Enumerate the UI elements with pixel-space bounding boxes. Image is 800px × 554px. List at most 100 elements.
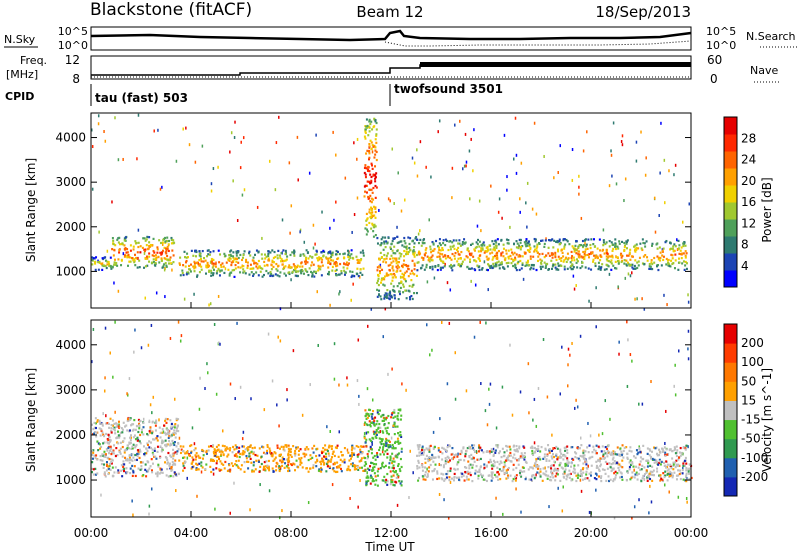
power-echo-mark xyxy=(581,261,584,264)
velocity-echo-mark xyxy=(375,428,378,432)
velocity-echo-mark xyxy=(421,466,424,469)
power-echo-mark xyxy=(369,173,372,176)
velocity-echo-mark xyxy=(201,448,204,452)
power-echo-mark xyxy=(497,260,500,263)
velocity-echo-mark xyxy=(170,434,173,437)
power-echo-mark xyxy=(296,265,299,269)
power-echo-mark xyxy=(239,266,242,269)
power-echo-mark xyxy=(201,249,204,253)
power-echo-mark xyxy=(413,273,416,276)
power-scatter-mark xyxy=(243,188,246,192)
velocity-echo-mark xyxy=(229,470,232,473)
power-echo-mark xyxy=(101,268,104,271)
velocity-echo-mark xyxy=(325,455,328,458)
power-echo-mark xyxy=(248,250,251,253)
velocity-echo-mark xyxy=(456,463,459,466)
power-echo-mark xyxy=(405,270,408,273)
velocity-echo-mark xyxy=(101,453,104,456)
power-echo-mark xyxy=(681,262,684,265)
velocity-echo-mark xyxy=(130,458,133,462)
velocity-echo-mark xyxy=(229,468,232,471)
velocity-echo-mark xyxy=(649,457,652,460)
velocity-echo-mark xyxy=(320,460,323,463)
power-echo-mark xyxy=(594,255,597,259)
velocity-echo-mark xyxy=(454,468,457,471)
velocity-echo-mark xyxy=(532,453,535,457)
power-echo-mark xyxy=(634,259,637,262)
power-echo-mark xyxy=(439,258,442,261)
velocity-echo-mark xyxy=(523,455,526,458)
power-scatter-mark xyxy=(676,238,678,242)
velocity-echo-mark xyxy=(253,446,256,449)
velocity-echo-mark xyxy=(369,425,372,428)
power-echo-mark xyxy=(655,265,658,268)
velocity-echo-mark xyxy=(682,462,685,465)
power-scatter-mark xyxy=(353,213,356,217)
velocity-echo-mark xyxy=(166,458,169,462)
velocity-echo-mark xyxy=(418,454,421,457)
velocity-echo-mark xyxy=(666,463,669,466)
velocity-echo-mark xyxy=(96,440,99,443)
velocity-echo-mark xyxy=(378,409,381,412)
power-scatter-mark xyxy=(688,202,691,206)
velocity-echo-mark xyxy=(266,465,269,469)
velocity-echo-mark xyxy=(366,467,369,470)
velocity-echo-mark xyxy=(465,466,468,469)
velocity-echo-mark xyxy=(594,472,597,475)
power-echo-mark xyxy=(614,242,617,245)
velocity-echo-mark xyxy=(516,448,519,451)
velocity-echo-mark xyxy=(147,461,150,464)
power-echo-mark xyxy=(386,296,389,299)
velocity-echo-mark xyxy=(299,448,302,451)
power-echo-mark xyxy=(685,252,688,255)
velocity-echo-mark xyxy=(172,462,175,465)
power-echo-mark xyxy=(307,251,310,254)
power-echo-mark xyxy=(181,271,184,275)
velocity-echo-mark xyxy=(482,451,485,454)
power-echo-mark xyxy=(411,285,414,288)
power-echo-mark xyxy=(126,251,129,254)
velocity-echo-mark xyxy=(505,459,508,462)
velocity-scatter-mark xyxy=(678,349,680,353)
velocity-scatter-mark xyxy=(359,478,361,482)
power-echo-mark xyxy=(274,273,277,276)
power-scatter-mark xyxy=(658,213,660,217)
velocity-echo-mark xyxy=(393,433,396,436)
power-echo-mark xyxy=(257,259,260,263)
velocity-echo-mark xyxy=(619,465,622,468)
power-echo-mark xyxy=(451,269,454,272)
velocity-echo-mark xyxy=(113,471,116,474)
power-echo-mark xyxy=(583,257,586,261)
velocity-echo-mark xyxy=(116,471,119,474)
velocity-echo-mark xyxy=(326,449,329,453)
power-echo-mark xyxy=(634,267,637,270)
power-echo-mark xyxy=(330,259,333,262)
velocity-echo-mark xyxy=(579,454,582,458)
power-echo-mark xyxy=(380,242,383,245)
velocity-echo-mark xyxy=(288,469,291,472)
velocity-scatter-mark xyxy=(443,498,445,502)
velocity-echo-mark xyxy=(490,464,493,467)
velocity-echo-mark xyxy=(300,456,303,460)
velocity-echo-mark xyxy=(654,447,657,450)
power-echo-mark xyxy=(342,252,345,256)
velocity-echo-mark xyxy=(397,475,400,478)
velocity-echo-mark xyxy=(174,473,177,476)
velocity-echo-mark xyxy=(281,459,284,462)
power-echo-mark xyxy=(134,264,137,267)
power-echo-mark xyxy=(669,265,672,268)
velocity-scatter-mark xyxy=(475,450,478,454)
velocity-echo-mark xyxy=(372,478,375,481)
power-echo-mark xyxy=(142,237,145,240)
velocity-echo-mark xyxy=(373,465,376,469)
velocity-echo-mark xyxy=(477,446,480,449)
power-echo-mark xyxy=(286,255,289,258)
power-echo-mark xyxy=(507,238,510,242)
power-echo-mark xyxy=(449,248,452,251)
velocity-echo-mark xyxy=(374,483,377,486)
velocity-echo-mark xyxy=(631,475,634,478)
velocity-echo-mark xyxy=(372,409,375,413)
power-echo-mark xyxy=(125,251,128,254)
velocity-echo-mark xyxy=(110,462,113,465)
velocity-echo-mark xyxy=(169,442,172,445)
